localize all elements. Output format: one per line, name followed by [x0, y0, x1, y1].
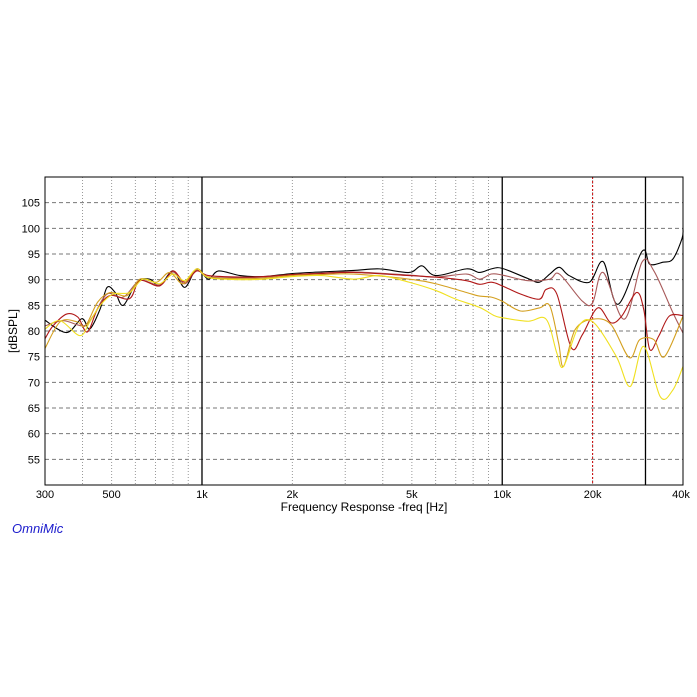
series-group: [44, 228, 684, 400]
series-line-curve-1: [44, 228, 684, 334]
series-line-curve-2: [44, 258, 684, 334]
y-tick-label: 100: [22, 223, 40, 235]
y-tick-label: 75: [28, 352, 40, 364]
y-tick-label: 105: [22, 198, 40, 210]
y-tick-label: 95: [28, 249, 40, 261]
x-tick-label: 2k: [287, 489, 299, 501]
y-tick-labels: 55 60 65 70 75 80 85 90 95 100 105: [22, 198, 40, 467]
y-tick-label: 65: [28, 403, 40, 415]
x-tick-label: 20k: [584, 489, 602, 501]
series-line-curve-5: [44, 268, 684, 400]
y-tick-label: 80: [28, 326, 40, 338]
series-line-curve-3: [44, 270, 684, 351]
grid: [45, 177, 683, 485]
x-tick-labels: 300 500 1k 2k 5k 10k 20k 40k: [36, 489, 691, 501]
x-tick-label: 1k: [196, 489, 208, 501]
marker-lines: [201, 177, 647, 485]
x-tick-label: 40k: [672, 489, 690, 501]
y-axis-label: [dBSPL]: [6, 309, 20, 353]
x-tick-label: 10k: [493, 489, 511, 501]
y-tick-label: 70: [28, 377, 40, 389]
x-tick-label: 500: [102, 489, 120, 501]
x-tick-label: 300: [36, 489, 54, 501]
series-line-curve-4: [44, 268, 684, 368]
y-tick-label: 60: [28, 429, 40, 441]
brand-label: OmniMic: [12, 521, 64, 536]
y-tick-label: 85: [28, 300, 40, 312]
y-tick-label: 55: [28, 454, 40, 466]
y-tick-label: 90: [28, 275, 40, 287]
plot-frame: [44, 176, 684, 486]
x-tick-label: 5k: [406, 489, 418, 501]
x-axis-label: Frequency Response -freq [Hz]: [281, 500, 448, 514]
